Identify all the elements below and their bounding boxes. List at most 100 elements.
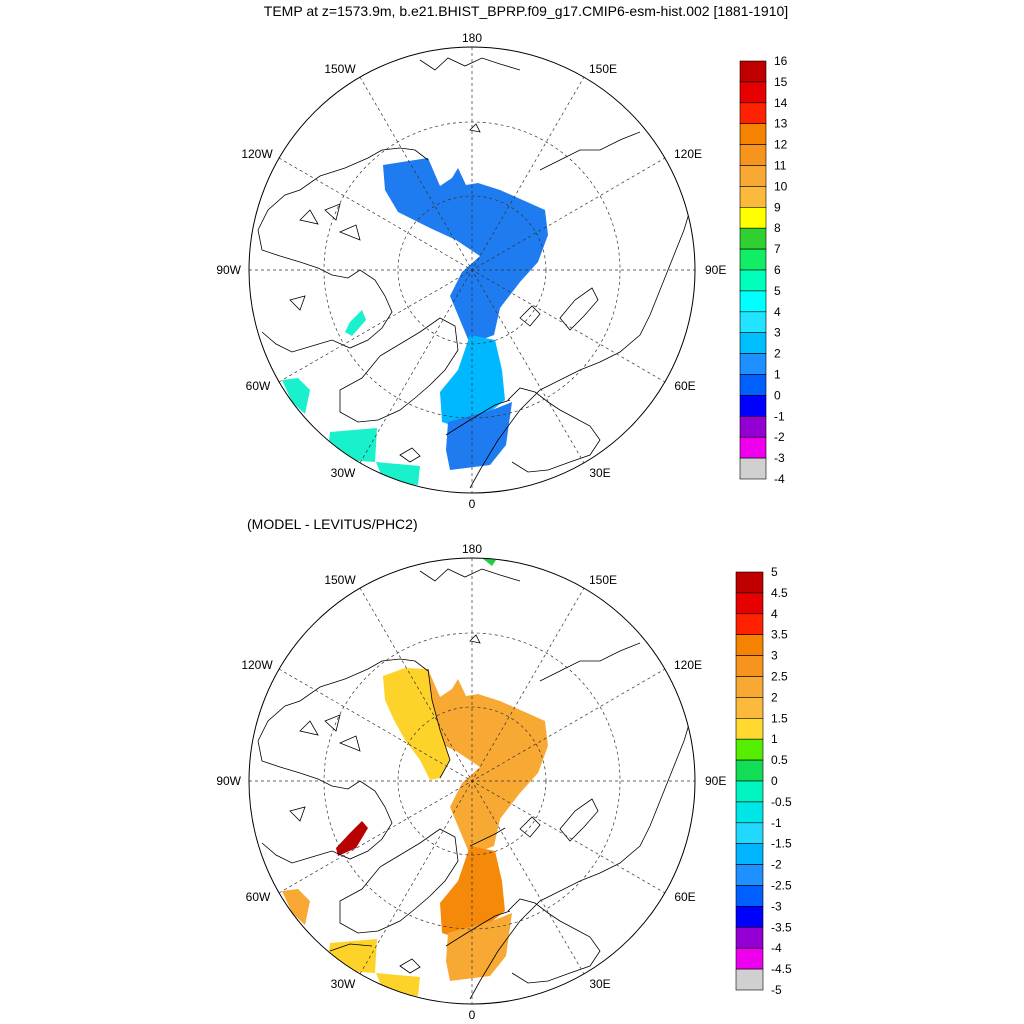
colorbar-top-swatch [739, 81, 767, 104]
map1-coast-svalbard [519, 305, 541, 327]
map2-green-patch [482, 558, 496, 566]
colorbar-bottom-swatch [735, 947, 764, 970]
map2-data-fill [282, 558, 548, 996]
colorbar-top-tick-label: 16 [774, 54, 788, 68]
map2-contour-3 [445, 910, 511, 947]
colorbar-top-swatch [739, 60, 767, 83]
map1-basin-field-1 [440, 335, 505, 428]
colorbar-top-tick-label: 9 [774, 200, 781, 214]
colorbar-bottom-swatch [735, 738, 764, 761]
map2-patch-davis [282, 889, 310, 925]
map2-lon-label-90e: 90E [705, 774, 726, 788]
colorbar-top-tick-label: 15 [774, 75, 788, 89]
colorbar-top-swatch [739, 332, 767, 354]
map2-lon-label-60w: 60W [246, 890, 271, 904]
colorbar-bottom-swatch [735, 676, 764, 698]
colorbar-top-tick-label: 5 [774, 284, 781, 298]
colorbar-bottom-swatch [735, 697, 764, 719]
colorbar-bottom-swatch [735, 885, 764, 907]
map1-gridlines [249, 47, 695, 493]
difference-subtitle: (MODEL - LEVITUS/PHC2) [247, 516, 418, 532]
map1-lon-label-120e: 120E [674, 147, 702, 161]
map2-basin-south [446, 913, 512, 981]
colorbar-top-tick-label: 3 [774, 326, 781, 340]
colorbar-bottom-swatch [735, 926, 764, 949]
colorbar-top-swatch [739, 290, 767, 313]
map2-contour-4 [329, 943, 373, 952]
map2-coast-greenland [339, 828, 459, 934]
colorbar-top-tick-label: 0 [774, 388, 781, 402]
map1-coast-greenland [339, 317, 459, 423]
colorbar-bottom-swatch [735, 822, 764, 844]
colorbar-bottom-swatch [735, 571, 764, 594]
map2-coast-north-america [257, 658, 429, 864]
map1-lon-label-30w: 30W [331, 466, 356, 480]
map2-lon-labels: 180 0 90W 90E 150W 120W 60W 30W 150E 120… [216, 542, 726, 1022]
map2-lon-label-0: 0 [469, 1008, 476, 1022]
colorbar-bottom-tick-label: -5 [771, 983, 782, 997]
colorbar-bottom-tick-label: -3.5 [771, 920, 792, 934]
map2-gridlines [249, 558, 695, 1004]
map1-lon-label-30e: 30E [589, 466, 610, 480]
map2-lon-label-60e: 60E [674, 890, 695, 904]
colorbar-top-tick-label: -4 [774, 472, 785, 486]
colorbar-bottom-swatch [735, 759, 764, 782]
map1-lon-label-90e: 90E [705, 263, 726, 277]
colorbar-bottom-swatch [735, 717, 764, 740]
colorbar-bottom-tick-label: 2 [771, 690, 778, 704]
map2-contour-2 [469, 827, 506, 847]
map1-patch-baffin [345, 310, 366, 336]
colorbar-top-swatch [739, 374, 767, 396]
map1-coastlines [257, 57, 691, 489]
map1-patch-greenland-sea [328, 428, 377, 462]
map2-coast-bering [419, 568, 521, 644]
colorbar-bottom-tick-label: -1 [771, 816, 782, 830]
map2-coast-svalbard [519, 816, 541, 838]
colorbar-top-swatch [739, 102, 767, 125]
colorbar-bottom-tick-label: -1.5 [771, 837, 792, 851]
colorbar-top-swatch [739, 436, 767, 459]
colorbar-bottom-tick-label: 3 [771, 649, 778, 663]
map1-lon-label-120w: 120W [241, 147, 273, 161]
colorbar-top-swatch [739, 207, 767, 229]
colorbar-bottom-tick-label: 4 [771, 607, 778, 621]
map1-coast-iceland [399, 447, 421, 463]
map1-lon-label-60w: 60W [246, 379, 271, 393]
colorbar-bottom-tick-label: -2 [771, 858, 782, 872]
colorbar-bottom-swatch [735, 801, 764, 824]
colorbar-bottom-tick-label: -4 [771, 941, 782, 955]
map1-lon-label-60e: 60E [674, 379, 695, 393]
colorbar-top-tick-label: 12 [774, 138, 788, 152]
colorbar-bottom-swatch [735, 906, 764, 928]
colorbar-bottom-tick-label: 4.5 [771, 586, 788, 600]
colorbar-top-tick-label: -1 [774, 409, 785, 423]
colorbar-top-tick-label: 2 [774, 347, 781, 361]
colorbar-bottom-swatch [735, 968, 764, 991]
map-panel-2: 180 0 90W 90E 150W 120W 60W 30W 150E 120… [216, 542, 726, 1022]
figure-title: TEMP at z=1573.9m, b.e21.BHIST_BPRP.f09_… [264, 3, 788, 19]
colorbar-bottom-tick-label: 2.5 [771, 670, 788, 684]
colorbar-top-swatch [739, 415, 767, 438]
map2-boundary [248, 557, 696, 1005]
map2-basin-field [440, 846, 505, 939]
map2-lon-label-120e: 120E [674, 658, 702, 672]
map2-lon-label-150w: 150W [324, 573, 356, 587]
colorbar-bottom-swatch [735, 655, 764, 677]
map1-patch-davis [282, 378, 310, 414]
map2-coastlines [257, 568, 691, 1000]
colorbar-top-tick-label: 14 [774, 96, 788, 110]
map2-lon-label-180: 180 [462, 542, 482, 556]
map1-contour [445, 399, 511, 436]
map2-coast-scandinavia [507, 898, 601, 984]
map2-coast-iceland [399, 958, 421, 974]
map1-lon-label-150e: 150E [589, 62, 617, 76]
colorbar-bottom-swatch [735, 592, 764, 615]
colorbar-bottom-tick-label: 1 [771, 732, 778, 746]
map2-left-field [383, 668, 450, 780]
colorbar-bottom-swatch [735, 843, 764, 865]
colorbar-top-swatch [739, 457, 767, 480]
map2-lon-label-90w: 90W [216, 774, 241, 788]
colorbar-top-tick-label: 4 [774, 305, 781, 319]
